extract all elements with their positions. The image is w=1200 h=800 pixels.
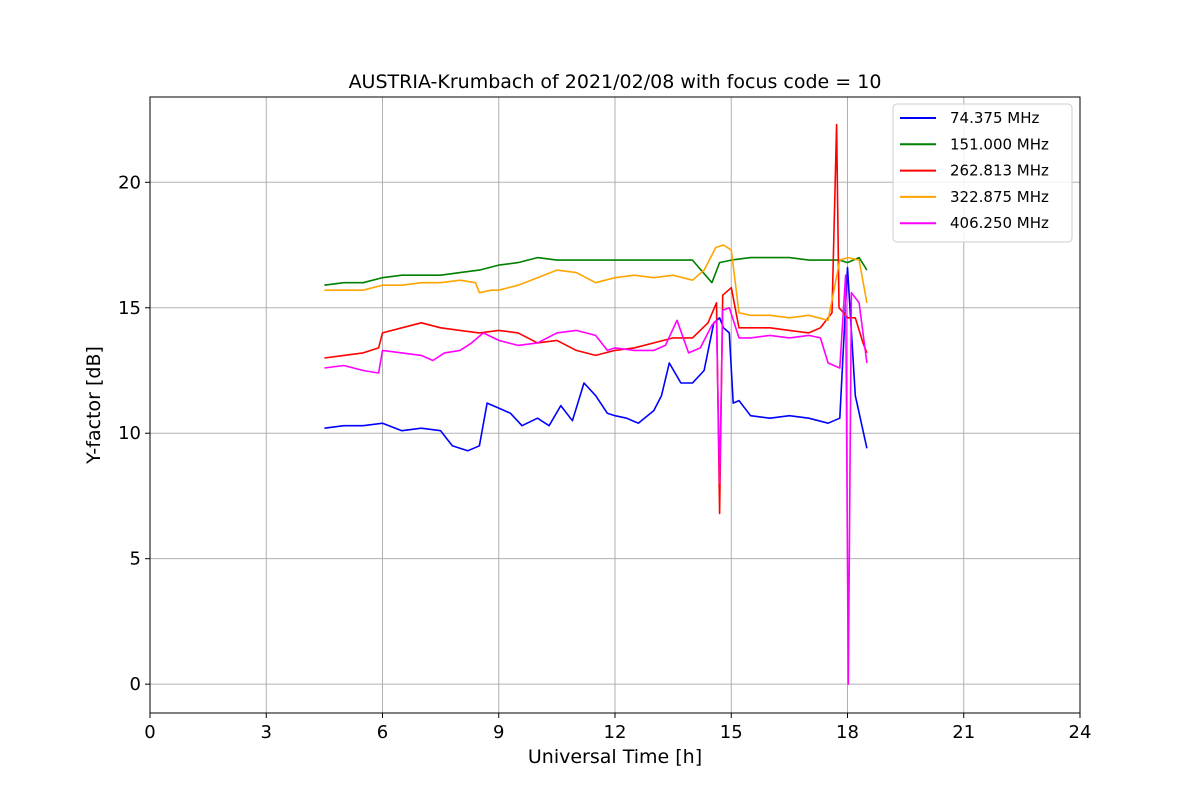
chart-title: AUSTRIA-Krumbach of 2021/02/08 with focu…	[349, 71, 882, 93]
legend-label: 406.250 MHz	[950, 214, 1049, 232]
series-lines	[324, 123, 868, 685]
legend-label: 151.000 MHz	[950, 135, 1049, 153]
legend-label: 262.813 MHz	[950, 162, 1049, 180]
x-axis-label: Universal Time [h]	[528, 746, 702, 768]
series-line-322-875-mhz	[324, 244, 868, 322]
x-tick-label: 6	[377, 722, 388, 743]
y-tick-label: 10	[118, 423, 141, 444]
series-line-74-375-mhz	[324, 266, 868, 452]
x-tick-label: 0	[144, 722, 155, 743]
x-tick-label: 3	[261, 722, 272, 743]
legend-label: 322.875 MHz	[950, 188, 1049, 206]
series-line-406-250-mhz	[324, 274, 868, 685]
legend-box	[892, 103, 1073, 243]
legend: 74.375 MHz 151.000 MHz 262.813 MHz 322.875 …	[892, 103, 1073, 243]
x-tick-label: 24	[1069, 722, 1092, 743]
x-tick-label: 15	[720, 722, 743, 743]
y-axis-label: Y-factor [dB]	[83, 346, 105, 465]
x-tick-label: 12	[604, 722, 627, 743]
x-tick-label: 21	[952, 722, 975, 743]
x-tick-label: 9	[493, 722, 504, 743]
y-tick-label: 20	[118, 172, 141, 193]
y-tick-label: 0	[130, 674, 141, 695]
axis-ticks: 0 3 6 9 12 15 18 21 24 0 5 10 15 20	[118, 172, 1091, 743]
series-line-151-000-mhz	[324, 256, 868, 286]
y-tick-label: 15	[118, 298, 141, 319]
legend-label: 74.375 MHz	[950, 109, 1039, 127]
x-tick-label: 18	[836, 722, 859, 743]
y-tick-label: 5	[130, 549, 141, 570]
